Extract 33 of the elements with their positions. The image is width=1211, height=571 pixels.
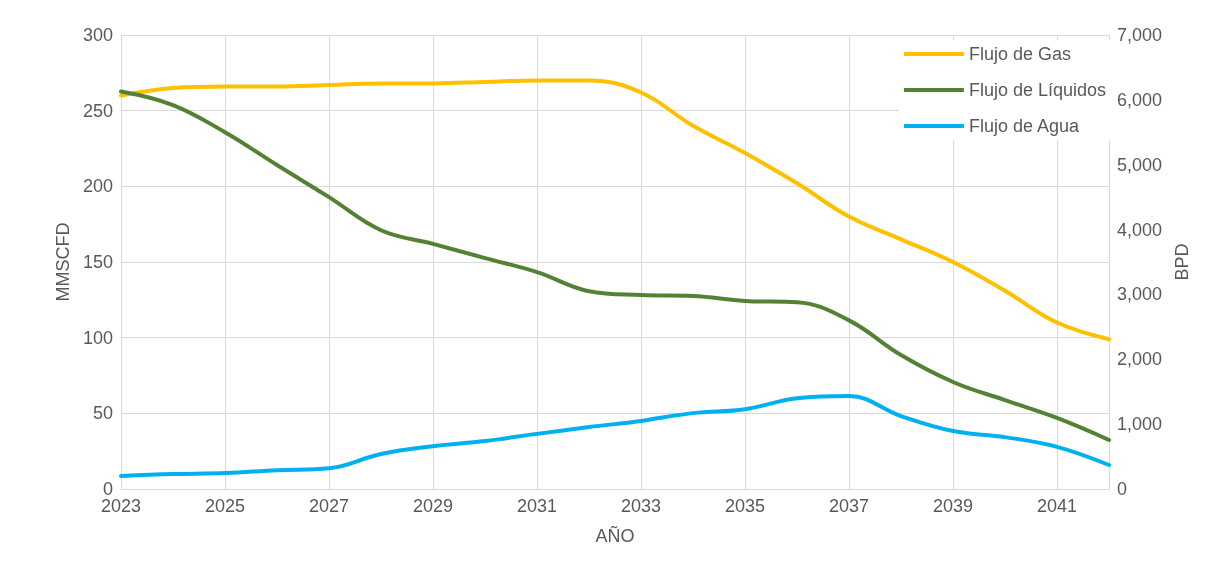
y2-tick-label: 2,000 xyxy=(1117,349,1163,370)
legend-label: Flujo de Agua xyxy=(968,116,1080,136)
y-tick-label: 250 xyxy=(82,100,113,121)
y-tick-label: 150 xyxy=(82,252,113,272)
y-tick-label: 100 xyxy=(82,327,113,348)
y-tick-label: 200 xyxy=(82,176,113,197)
x-tick-label: 2035 xyxy=(724,496,766,516)
y-tick-label: 50 xyxy=(92,403,113,424)
y2-tick-label: 4,000 xyxy=(1117,219,1163,240)
x-axis-title: AÑO xyxy=(595,525,635,546)
y-axis-title: MMSCFD xyxy=(53,222,74,302)
x-tick-label: 2031 xyxy=(516,496,558,516)
y2-tick-label: 5,000 xyxy=(1117,154,1163,175)
y-tick-label: 0 xyxy=(102,479,113,499)
x-tick-label: 2029 xyxy=(412,496,454,516)
y2-tick-label: 0 xyxy=(1117,479,1128,499)
x-tick-label: 2023 xyxy=(100,496,142,516)
y2-axis-title: BPD xyxy=(1171,243,1192,281)
legend-label: Flujo de Gas xyxy=(968,44,1071,64)
y2-tick-label: 1,000 xyxy=(1117,414,1163,435)
x-tick-label: 2037 xyxy=(828,496,870,516)
y-tick-label: 300 xyxy=(82,25,113,45)
line-series xyxy=(119,393,1111,479)
y2-tick-label: 3,000 xyxy=(1117,284,1163,305)
x-tick-label: 2025 xyxy=(204,496,246,516)
y2-tick-label: 6,000 xyxy=(1117,89,1163,110)
x-tick-label: 2027 xyxy=(308,496,350,516)
x-tick-label: 2039 xyxy=(932,496,974,516)
x-tick-label: 2041 xyxy=(1036,496,1078,516)
line-series xyxy=(119,78,1111,342)
x-tick-label: 2033 xyxy=(620,496,662,516)
legend-label: Flujo de Líquidos xyxy=(968,80,1106,100)
y2-tick-label: 7,000 xyxy=(1117,25,1163,45)
